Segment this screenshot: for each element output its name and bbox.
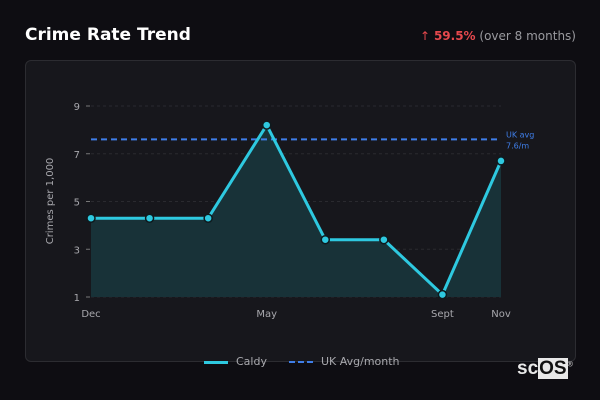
change-period: (over 8 months) — [479, 29, 576, 43]
uk-avg-value: 7.6/m — [506, 141, 529, 150]
data-point — [144, 213, 155, 223]
legend-label: UK Avg/month — [320, 355, 400, 368]
caldy-line — [91, 123, 503, 297]
area-fill — [91, 125, 501, 297]
y-tick-label: 9 — [74, 102, 80, 113]
x-tick-label: Dec — [81, 309, 100, 320]
data-point — [261, 120, 272, 130]
x-tick-label: Nov — [491, 309, 511, 320]
data-point — [320, 234, 331, 245]
y-tick-label: 5 — [74, 198, 80, 209]
up-arrow-icon: ↑ — [420, 29, 431, 43]
x-tick-label: May — [256, 309, 277, 320]
y-tick-label: 7 — [74, 150, 80, 161]
uk-avg-label: UK avg — [506, 130, 534, 139]
data-point — [203, 213, 213, 223]
legend-item-uk-avg[interactable]: UK Avg/month — [288, 355, 400, 368]
data-point — [437, 289, 448, 300]
y-tick-label: 1 — [74, 293, 80, 304]
scos-logo: scOS® — [517, 358, 573, 379]
data-point — [496, 156, 506, 166]
legend-item-caldy[interactable]: Caldy — [204, 355, 267, 368]
trend-change: ↑ 59.5% (over 8 months) — [420, 29, 576, 43]
change-percent: 59.5% — [433, 29, 476, 43]
x-tick-label: Sept — [431, 309, 454, 320]
data-point — [86, 213, 96, 223]
legend: Caldy UK Avg/month — [204, 355, 400, 368]
y-tick-label: 3 — [74, 245, 80, 256]
y-axis-label: Crimes per 1,000 — [45, 158, 56, 245]
legend-label: Caldy — [236, 355, 267, 368]
page-title: Crime Rate Trend — [25, 25, 191, 45]
data-point — [379, 234, 389, 245]
